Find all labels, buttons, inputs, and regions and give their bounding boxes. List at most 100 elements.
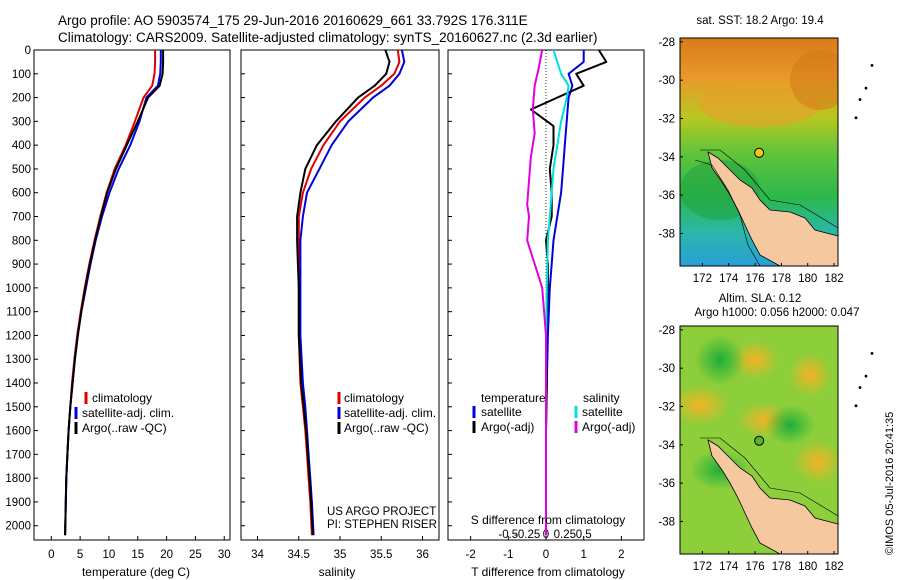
- salinity-plot-frame: [240, 49, 440, 541]
- map-lon-tick-label: 178: [772, 273, 791, 285]
- map-lon-tick-label: 176: [745, 273, 764, 285]
- series-line-argo-raw-qc-: [64, 50, 165, 536]
- sla-high-patch: [680, 385, 730, 425]
- sst-warm-patch: [700, 83, 820, 127]
- sla-map-title: Altim. SLA: 0.12: [719, 293, 801, 305]
- depth-tick-label: 400: [12, 140, 31, 152]
- map-lon-tick-label: 174: [719, 273, 739, 285]
- depth-tick-label: 1900: [5, 497, 31, 509]
- map-lat-tick-label: -38: [658, 516, 675, 528]
- legend-label-argo: Argo(..raw -QC): [344, 421, 429, 435]
- x-tick-label: 35.5: [370, 549, 392, 561]
- map-lon-tick-label: 174: [719, 561, 739, 573]
- island-marker: [858, 386, 862, 389]
- depth-tick-label: 1000: [5, 283, 31, 295]
- x-tick-label: 10: [103, 549, 116, 561]
- x-tick-label: 1: [580, 549, 586, 561]
- depth-tick-label: 1600: [5, 426, 31, 438]
- header-line-2: Climatology: CARS2009. Satellite-adjuste…: [58, 30, 598, 45]
- x-tick-label: 35: [334, 549, 347, 561]
- legend-label-climatology: climatology: [344, 391, 404, 405]
- sla-high-patch: [788, 353, 832, 397]
- pi-credit: PI: STEPHEN RISER: [327, 519, 437, 531]
- temperature-axis-label: temperature (deg C): [82, 565, 190, 579]
- x-tick-label: 15: [131, 549, 144, 561]
- sla-low-patch: [695, 335, 745, 385]
- float-position-marker: [754, 147, 765, 158]
- depth-tick-label: 1100: [6, 307, 31, 319]
- map-lat-tick-label: -38: [658, 228, 675, 240]
- map-lon-tick-label: 176: [745, 561, 764, 573]
- sst-map: [680, 38, 838, 266]
- map-lat-tick-label: -34: [658, 152, 675, 164]
- depth-tick-label: 1500: [5, 402, 31, 414]
- map-lat-tick-label: -36: [658, 190, 675, 202]
- depth-tick-label: 300: [12, 116, 31, 128]
- isobath-contour: [700, 437, 838, 517]
- depth-tick-label: 2000: [5, 521, 31, 533]
- temperature-plot: 0 5 10 15 20 25 30: [34, 49, 231, 561]
- x-tick-label: -2: [465, 549, 475, 561]
- depth-tick-label: 1200: [5, 330, 31, 342]
- island-marker: [870, 63, 874, 67]
- map-lon-tick-label: 178: [772, 561, 791, 573]
- x-tick-label: 34: [251, 549, 264, 561]
- legend-label-satellite: satellite-adj. clim.: [82, 406, 174, 420]
- difference-plot: -2 -1 0 1 2-0.5-0.25 0 0.25 0.5: [448, 49, 625, 561]
- isobath-contour: [700, 149, 838, 229]
- x2-tick-label: 0.25: [554, 529, 576, 541]
- map-lon-tick-label: 172: [693, 273, 712, 285]
- depth-tick-label: 500: [12, 164, 31, 176]
- depth-tick-label: 1400: [5, 378, 31, 390]
- sst-map-frame: [679, 37, 839, 267]
- depth-tick-label: 600: [12, 188, 31, 200]
- x-tick-label: 25: [189, 549, 202, 561]
- sst-map-title: sat. SST: 18.2 Argo: 19.4: [696, 15, 824, 27]
- isobath-contour: [694, 159, 761, 266]
- x-tick-label: 20: [160, 549, 173, 561]
- island-marker: [858, 98, 862, 101]
- depth-tick-label: 900: [12, 259, 31, 271]
- sla-map-axes: 172 174 176 178 180 182 -28 -30 -32 -34 -36 -38: [658, 325, 874, 573]
- map-lat-tick-label: -28: [658, 325, 675, 337]
- island-marker: [854, 404, 858, 408]
- x-tick-label: 30: [218, 549, 231, 561]
- map-lat-tick-label: -34: [658, 440, 675, 452]
- header-line-1: Argo profile: AO 5903574_175 29-Jun-2016…: [58, 13, 528, 28]
- map-lat-tick-label: -30: [658, 75, 675, 87]
- map-lat-tick-label: -36: [658, 478, 675, 490]
- depth-axis: 0 100 200 300 400 500 600 700 800 900 1000 1100 1200…: [5, 45, 31, 533]
- depth-tick-label: 0: [25, 45, 31, 57]
- map-lon-tick-label: 172: [693, 561, 712, 573]
- map-lat-tick-label: -28: [658, 37, 675, 49]
- t-difference-axis-label: T difference from climatology: [471, 565, 625, 579]
- map-lat-tick-label: -30: [658, 363, 675, 375]
- island-marker: [864, 374, 868, 378]
- x2-tick-label: 0.5: [576, 529, 592, 541]
- map-lon-tick-label: 182: [824, 273, 843, 285]
- legend-label-argo: Argo(..raw -QC): [82, 421, 167, 435]
- x-tick-label: 0: [543, 549, 549, 561]
- series-line-argo-raw-qc-: [296, 49, 391, 536]
- x-tick-label: 34.5: [288, 549, 310, 561]
- island-marker: [864, 86, 868, 90]
- map-lon-tick-label: 180: [798, 561, 817, 573]
- temperature-legend: climatology satellite-adj. clim. Argo(..…: [74, 391, 174, 435]
- sla-low-patch: [765, 405, 815, 445]
- land-mass: [707, 439, 838, 554]
- legend-label-t-argo: Argo(-adj): [481, 420, 534, 434]
- temperature-plot-frame: [33, 49, 231, 541]
- map-lat-tick-label: -32: [658, 401, 675, 413]
- depth-tick-label: 1300: [5, 354, 31, 366]
- legend-label-climatology: climatology: [92, 391, 152, 405]
- x2-tick-label: -0.5: [498, 529, 518, 541]
- map-lat-tick-label: -32: [658, 113, 675, 125]
- depth-tick-label: 1800: [5, 473, 31, 485]
- sst-map-axes: 172 174 176 178 180 182 -28 -30 -32 -34 -36 -38: [658, 37, 874, 285]
- map-lon-tick-label: 182: [824, 561, 843, 573]
- depth-tick-label: 100: [12, 69, 31, 81]
- salinity-legend: climatology satellite-adj. clim. Argo(..…: [337, 391, 436, 435]
- legend-label-s-satellite: satellite: [582, 405, 623, 419]
- float-position-marker: [754, 435, 765, 446]
